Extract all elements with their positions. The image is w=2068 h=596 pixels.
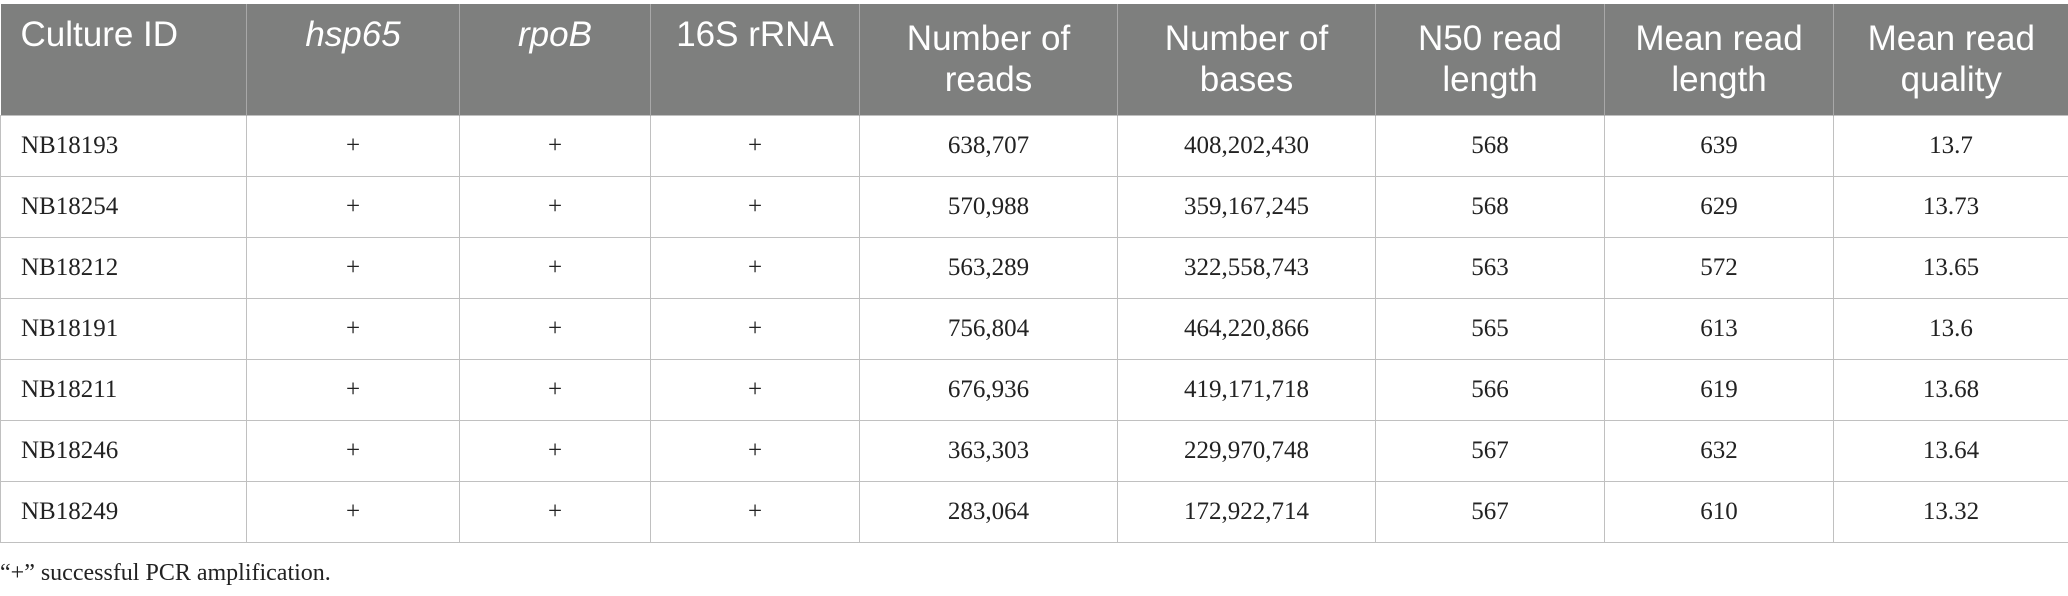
cell-number-of-reads: 363,303	[859, 419, 1118, 482]
cell-culture-id: NB18249	[0, 480, 247, 543]
cell-mean-read-length: 613	[1604, 297, 1834, 360]
header-mean-read-quality: Mean read quality	[1833, 4, 2068, 115]
cell-number-of-reads: 756,804	[859, 297, 1118, 360]
cell-mean-read-quality: 13.64	[1833, 419, 2068, 482]
cell-mean-read-quality: 13.73	[1833, 175, 2068, 238]
cell-mean-read-length: 610	[1604, 480, 1834, 543]
cell-16s-rrna: +	[650, 236, 860, 299]
header-mean-read-length: Mean read length	[1604, 4, 1834, 115]
cell-rpob: +	[459, 358, 651, 421]
cell-number-of-bases: 464,220,866	[1117, 297, 1376, 360]
cell-culture-id: NB18211	[0, 358, 247, 421]
cell-n50-read-length: 568	[1375, 114, 1605, 177]
cell-number-of-bases: 229,970,748	[1117, 419, 1376, 482]
cell-number-of-reads: 563,289	[859, 236, 1118, 299]
header-hsp65: hsp65	[246, 4, 460, 115]
cell-number-of-bases: 322,558,743	[1117, 236, 1376, 299]
cell-number-of-reads: 283,064	[859, 480, 1118, 543]
cell-mean-read-quality: 13.32	[1833, 480, 2068, 543]
header-number-of-reads: Number of reads	[859, 4, 1118, 115]
cell-mean-read-length: 572	[1604, 236, 1834, 299]
cell-culture-id: NB18246	[0, 419, 247, 482]
cell-mean-read-length: 629	[1604, 175, 1834, 238]
cell-culture-id: NB18191	[0, 297, 247, 360]
cell-number-of-reads: 676,936	[859, 358, 1118, 421]
cell-rpob: +	[459, 114, 651, 177]
cell-number-of-bases: 419,171,718	[1117, 358, 1376, 421]
header-16s-rrna: 16S rRNA	[650, 4, 860, 115]
cell-n50-read-length: 568	[1375, 175, 1605, 238]
header-number-of-bases: Number of bases	[1117, 4, 1376, 115]
table-row: NB18212 + + + 563,289 322,558,743 563 57…	[0, 236, 2068, 299]
cell-hsp65: +	[246, 480, 460, 543]
header-culture-id: Culture ID	[0, 4, 247, 115]
cell-16s-rrna: +	[650, 297, 860, 360]
table-row: NB18211 + + + 676,936 419,171,718 566 61…	[0, 358, 2068, 421]
header-rpob: rpoB	[459, 4, 651, 115]
cell-16s-rrna: +	[650, 175, 860, 238]
cell-hsp65: +	[246, 358, 460, 421]
cell-mean-read-length: 619	[1604, 358, 1834, 421]
cell-culture-id: NB18212	[0, 236, 247, 299]
table-body: NB18193 + + + 638,707 408,202,430 568 63…	[0, 114, 2068, 543]
cell-culture-id: NB18193	[0, 114, 247, 177]
cell-hsp65: +	[246, 175, 460, 238]
header-row: Culture ID hsp65 rpoB 16S rRNA Number of…	[0, 4, 2068, 115]
cell-hsp65: +	[246, 419, 460, 482]
cell-16s-rrna: +	[650, 114, 860, 177]
cell-mean-read-quality: 13.68	[1833, 358, 2068, 421]
header-n50-read-length: N50 read length	[1375, 4, 1605, 115]
cell-number-of-bases: 408,202,430	[1117, 114, 1376, 177]
cell-mean-read-length: 639	[1604, 114, 1834, 177]
cell-n50-read-length: 567	[1375, 419, 1605, 482]
cell-rpob: +	[459, 175, 651, 238]
cell-mean-read-quality: 13.65	[1833, 236, 2068, 299]
table-row: NB18193 + + + 638,707 408,202,430 568 63…	[0, 114, 2068, 177]
data-table-container: Culture ID hsp65 rpoB 16S rRNA Number of…	[0, 4, 2068, 543]
cell-mean-read-quality: 13.7	[1833, 114, 2068, 177]
cell-n50-read-length: 563	[1375, 236, 1605, 299]
cell-rpob: +	[459, 297, 651, 360]
cell-hsp65: +	[246, 236, 460, 299]
table-row: NB18246 + + + 363,303 229,970,748 567 63…	[0, 419, 2068, 482]
cell-number-of-reads: 570,988	[859, 175, 1118, 238]
table-footnote: “+” successful PCR amplification.	[0, 560, 331, 586]
cell-mean-read-quality: 13.6	[1833, 297, 2068, 360]
table-header: Culture ID hsp65 rpoB 16S rRNA Number of…	[0, 4, 2068, 115]
cell-mean-read-length: 632	[1604, 419, 1834, 482]
cell-rpob: +	[459, 419, 651, 482]
cell-n50-read-length: 565	[1375, 297, 1605, 360]
table-row: NB18249 + + + 283,064 172,922,714 567 61…	[0, 480, 2068, 543]
cell-16s-rrna: +	[650, 358, 860, 421]
culture-sequencing-table: Culture ID hsp65 rpoB 16S rRNA Number of…	[0, 4, 2068, 543]
table-row: NB18254 + + + 570,988 359,167,245 568 62…	[0, 175, 2068, 238]
cell-number-of-reads: 638,707	[859, 114, 1118, 177]
cell-rpob: +	[459, 236, 651, 299]
cell-culture-id: NB18254	[0, 175, 247, 238]
cell-16s-rrna: +	[650, 480, 860, 543]
table-row: NB18191 + + + 756,804 464,220,866 565 61…	[0, 297, 2068, 360]
cell-number-of-bases: 172,922,714	[1117, 480, 1376, 543]
cell-n50-read-length: 567	[1375, 480, 1605, 543]
cell-16s-rrna: +	[650, 419, 860, 482]
cell-hsp65: +	[246, 114, 460, 177]
cell-rpob: +	[459, 480, 651, 543]
cell-number-of-bases: 359,167,245	[1117, 175, 1376, 238]
cell-n50-read-length: 566	[1375, 358, 1605, 421]
cell-hsp65: +	[246, 297, 460, 360]
